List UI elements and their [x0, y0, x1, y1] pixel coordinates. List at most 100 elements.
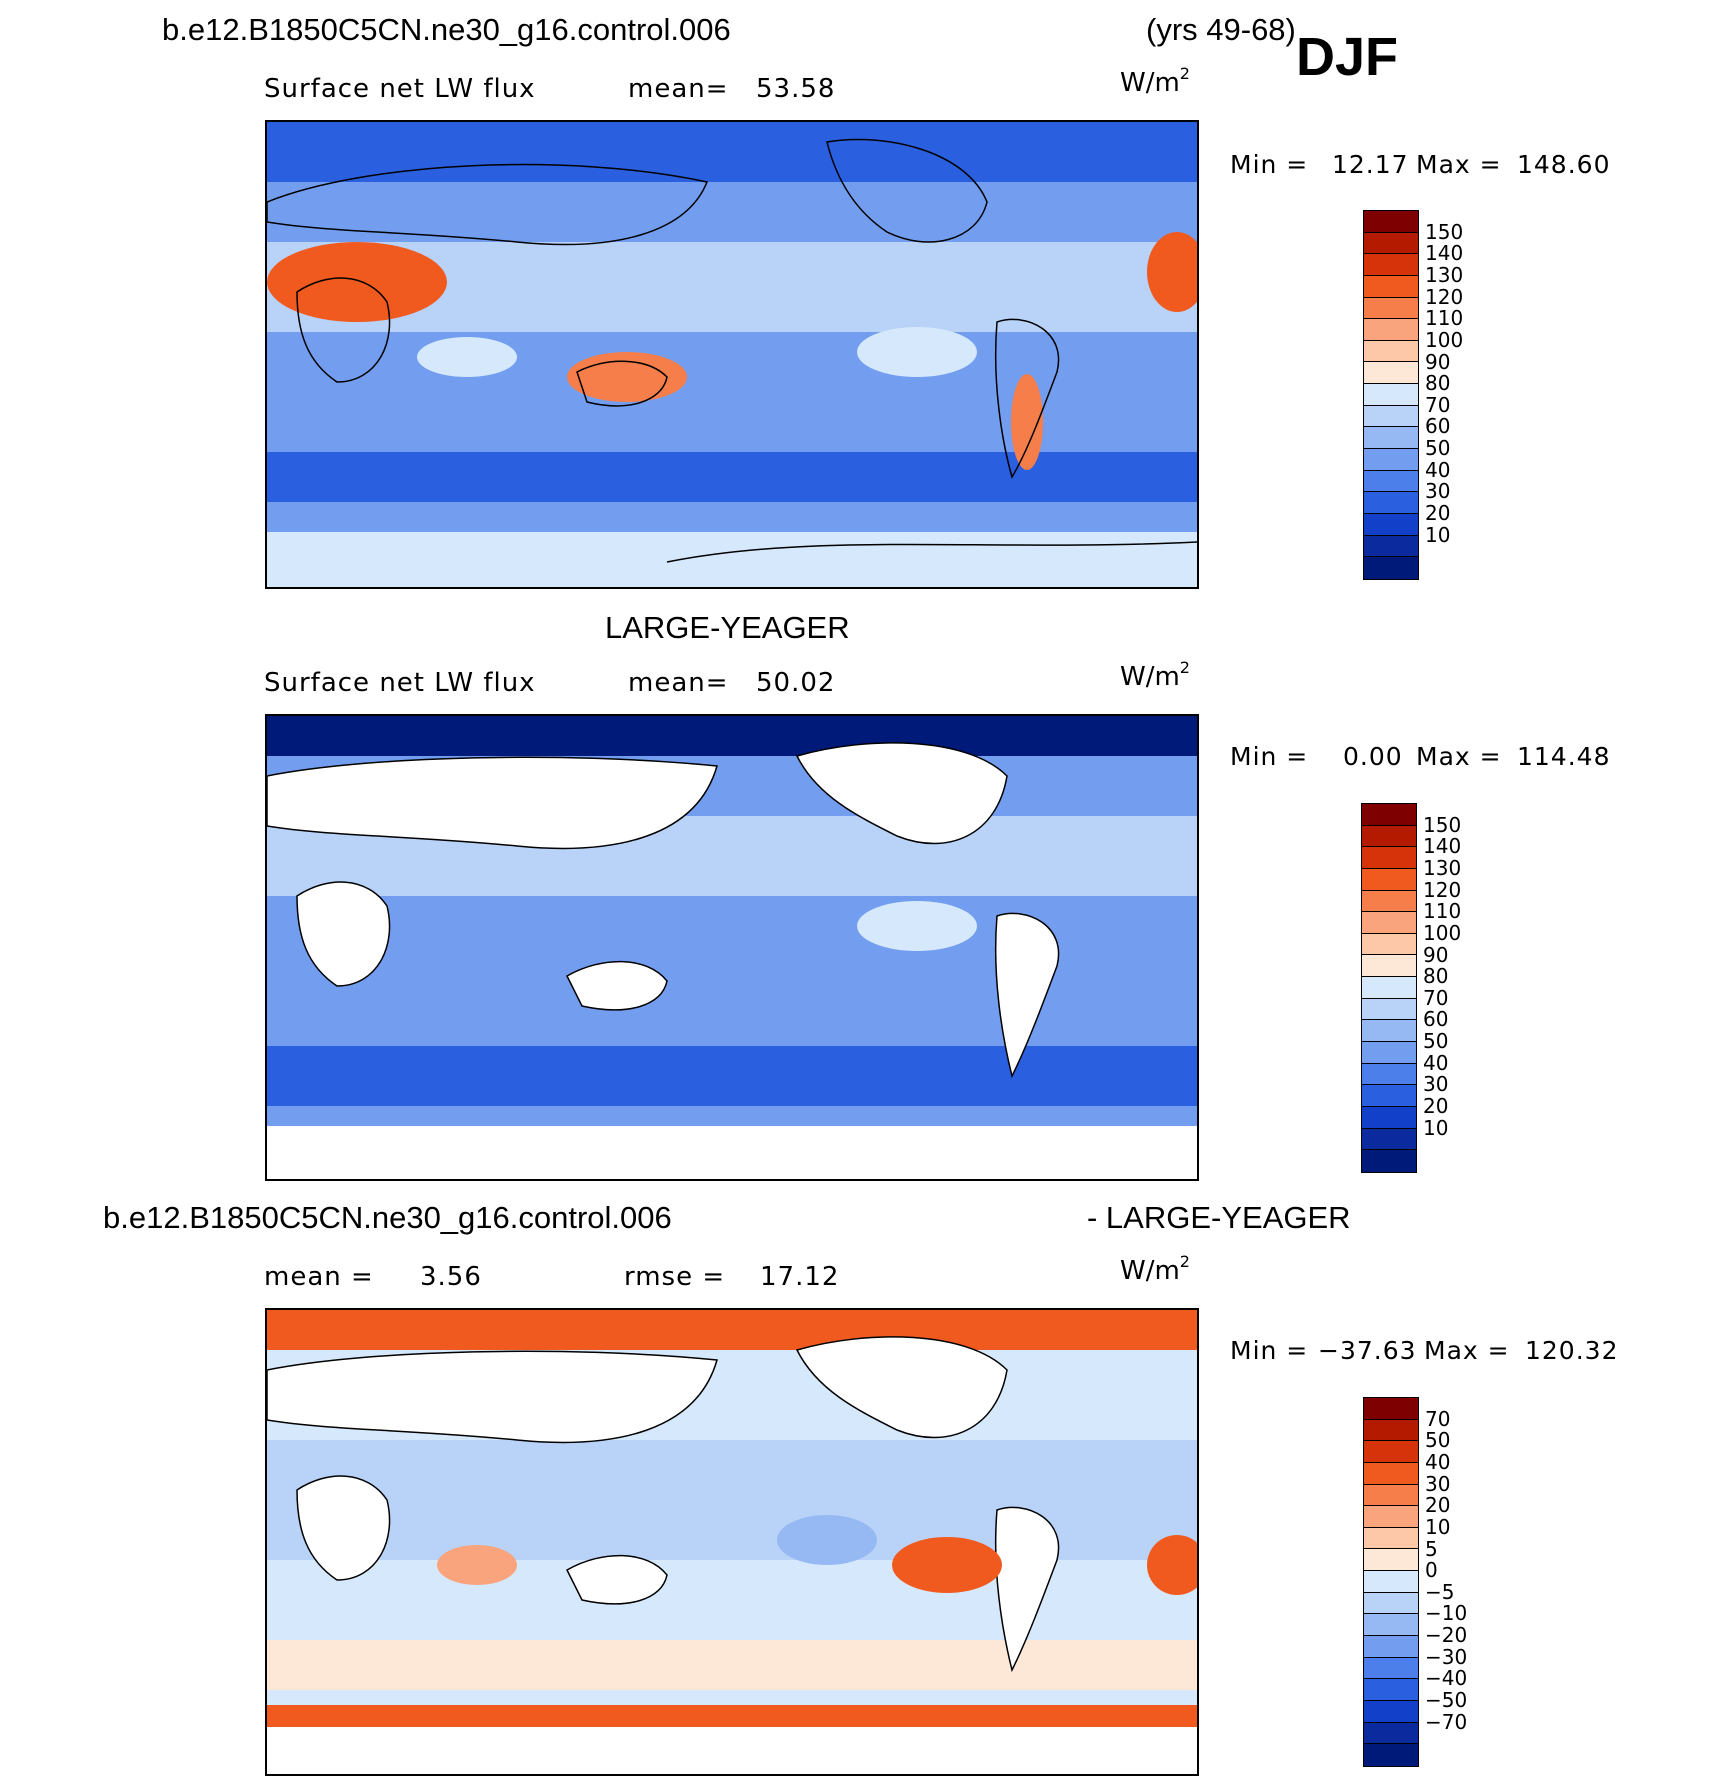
colorbar-level-label: 10 [1423, 1115, 1449, 1140]
colorbar-swatch [1364, 1549, 1418, 1572]
colorbar-level-label: 20 [1425, 1493, 1451, 1518]
colorbar-swatch [1364, 1527, 1418, 1550]
panel2-colorbar [1361, 803, 1417, 1173]
panel3-namerica-land [795, 1336, 1008, 1439]
colorbar-swatch [1364, 1592, 1418, 1615]
panel1-min-value: 12.17 [1332, 150, 1409, 179]
colorbar-level-label: 120 [1423, 877, 1462, 902]
panel3-rmse-value: 17.12 [760, 1262, 840, 1292]
colorbar-swatch [1364, 211, 1418, 233]
colorbar-level-label: −30 [1425, 1644, 1468, 1669]
colorbar-swatch [1364, 319, 1418, 341]
panel3-samerica-land [994, 1506, 1060, 1673]
panel2-max-value: 114.48 [1517, 742, 1611, 771]
years-label: (yrs 49-68) [1146, 12, 1296, 47]
colorbar-level-label: 40 [1423, 1050, 1449, 1075]
colorbar-level-label: −40 [1425, 1666, 1468, 1691]
panel1-max-value: 148.60 [1517, 150, 1611, 179]
colorbar-swatch [1364, 362, 1418, 385]
colorbar-level-label: 40 [1425, 457, 1451, 482]
panel1-min-label: Min = [1230, 150, 1309, 179]
colorbar-swatch [1364, 340, 1418, 363]
panel1-antarctica-outline [666, 541, 1198, 563]
colorbar-swatch [1364, 492, 1418, 514]
colorbar-level-label: 130 [1423, 855, 1462, 880]
colorbar-level-label: 140 [1425, 241, 1464, 266]
panel1-australia-outline [576, 360, 668, 407]
panel2-mean-value: 50.02 [756, 668, 836, 698]
panel2-units: W/m2 [1120, 658, 1190, 692]
panel2-min-value: 0.00 [1343, 742, 1403, 771]
colorbar-level-label: 50 [1425, 1428, 1451, 1453]
panel3-max-value: 120.32 [1525, 1336, 1619, 1365]
panel3-colorbar [1363, 1397, 1419, 1767]
panel1-east-edge-high [1147, 232, 1207, 312]
panel1-max-label: Max = [1416, 150, 1502, 179]
panel3-max-label: Max = [1424, 1336, 1510, 1365]
panel2-variable-label: Surface net LW flux [264, 668, 536, 698]
panel3-units: W/m2 [1120, 1252, 1190, 1286]
colorbar-swatch [1364, 297, 1418, 320]
colorbar-swatch [1364, 1636, 1418, 1658]
colorbar-level-label: 0 [1425, 1558, 1438, 1583]
colorbar-level-label: 10 [1425, 1514, 1451, 1539]
panel1-mean-value: 53.58 [756, 74, 836, 104]
colorbar-level-label: −5 [1425, 1579, 1455, 1604]
colorbar-level-label: 80 [1425, 371, 1451, 396]
colorbar-swatch [1364, 557, 1418, 579]
colorbar-level-label: 70 [1425, 1406, 1451, 1431]
colorbar-level-label: 80 [1423, 964, 1449, 989]
panel1-africa-outline [296, 277, 391, 383]
panel3-indian-high [437, 1545, 517, 1585]
panel2-map-field [266, 716, 1197, 1179]
colorbar-level-label: −70 [1425, 1709, 1468, 1734]
colorbar-swatch [1364, 1700, 1418, 1723]
colorbar-swatch [1364, 1657, 1418, 1680]
colorbar-swatch [1364, 449, 1418, 471]
colorbar-level-label: 150 [1423, 812, 1462, 837]
colorbar-level-label: 110 [1425, 306, 1464, 331]
colorbar-level-label: 110 [1423, 899, 1462, 924]
colorbar-swatch [1362, 1063, 1416, 1086]
panel3-mean-label: mean = [264, 1262, 374, 1292]
colorbar-swatch [1364, 405, 1418, 428]
panel2-eurasia-land [266, 756, 718, 850]
diff-obs-title: - LARGE-YEAGER [1087, 1200, 1351, 1235]
colorbar-swatch [1362, 825, 1416, 848]
colorbar-level-label: 50 [1423, 1029, 1449, 1054]
panel2-map [265, 714, 1199, 1181]
panel3-australia-land [566, 1554, 668, 1605]
colorbar-swatch [1364, 1614, 1418, 1637]
colorbar-swatch [1364, 1441, 1418, 1463]
colorbar-swatch [1364, 275, 1418, 298]
colorbar-level-label: 60 [1425, 414, 1451, 439]
colorbar-swatch [1362, 1150, 1416, 1172]
colorbar-swatch [1362, 955, 1416, 978]
colorbar-swatch [1362, 1128, 1416, 1151]
colorbar-level-label: 100 [1423, 920, 1462, 945]
season-label: DJF [1296, 27, 1399, 87]
colorbar-level-label: 30 [1425, 479, 1451, 504]
colorbar-level-label: −20 [1425, 1623, 1468, 1648]
panel2-samerica-land [994, 912, 1060, 1079]
colorbar-swatch [1362, 1106, 1416, 1129]
colorbar-level-label: 30 [1423, 1072, 1449, 1097]
diff-case-title: b.e12.B1850C5CN.ne30_g16.control.006 [103, 1200, 672, 1235]
colorbar-level-label: 30 [1425, 1471, 1451, 1496]
panel2-namerica-land [795, 742, 1008, 845]
colorbar-swatch [1364, 1484, 1418, 1507]
panel2-max-label: Max = [1416, 742, 1502, 771]
colorbar-swatch [1362, 933, 1416, 956]
panel1-argentina-high [1011, 374, 1043, 470]
panel2-australia-land [566, 960, 668, 1011]
panel1-eurasia-outline [266, 163, 709, 246]
case-title: b.e12.B1850C5CN.ne30_g16.control.006 [162, 12, 731, 47]
colorbar-level-label: 5 [1425, 1536, 1438, 1561]
panel1-sahara-high [267, 242, 447, 322]
panel3-min-label: Min = [1230, 1336, 1309, 1365]
colorbar-level-label: 20 [1423, 1094, 1449, 1119]
colorbar-level-label: 150 [1425, 219, 1464, 244]
colorbar-swatch [1364, 1506, 1418, 1528]
colorbar-level-label: 130 [1425, 262, 1464, 287]
colorbar-swatch [1364, 1398, 1418, 1420]
